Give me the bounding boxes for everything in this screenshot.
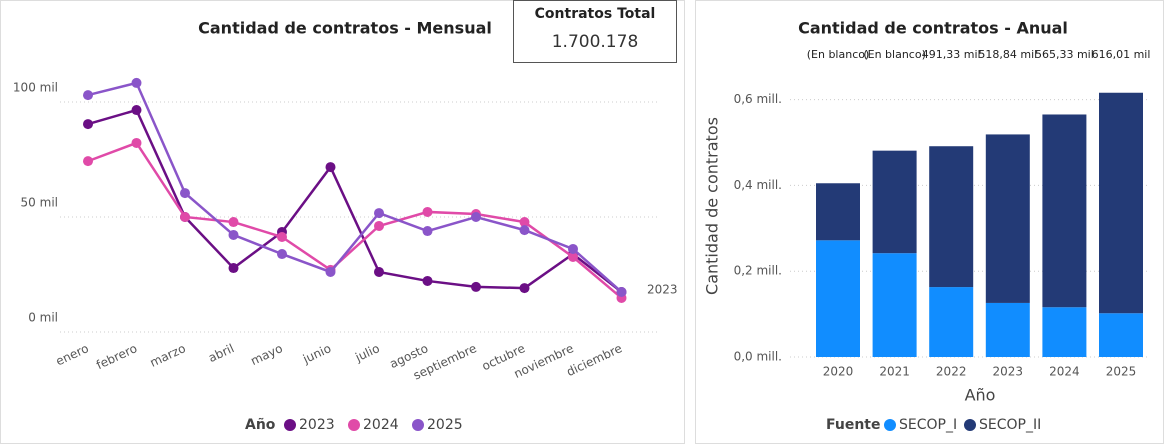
x-tick-label: diciembre xyxy=(564,341,624,379)
card xyxy=(513,0,677,63)
y-tick-label: 100 mil xyxy=(13,81,58,95)
legend-title: Fuente xyxy=(826,417,880,433)
point xyxy=(325,266,336,277)
legend-label: 2024 xyxy=(363,417,399,433)
x-tick-label: 2025 xyxy=(1106,365,1137,379)
point xyxy=(616,286,627,297)
total-label: (En blanco) xyxy=(863,48,926,61)
bar-segment xyxy=(929,287,974,357)
card-value: 1.700.178 xyxy=(552,32,639,52)
x-tick-label: 2024 xyxy=(1049,365,1080,379)
annotation: 2023 xyxy=(647,283,678,297)
total-label: (En blanco) xyxy=(807,48,870,61)
point xyxy=(228,263,239,274)
x-tick-label: 2023 xyxy=(993,365,1024,379)
line xyxy=(87,81,623,293)
point xyxy=(568,252,578,263)
legend-label: SECOP_II xyxy=(979,417,1041,433)
legend-label: 2023 xyxy=(299,417,335,433)
total-label: 616,01 mil xyxy=(1092,48,1151,61)
x-tick-label: 2022 xyxy=(936,365,967,379)
point xyxy=(374,266,384,277)
legend-marker xyxy=(884,419,896,431)
point xyxy=(519,283,530,294)
point xyxy=(325,162,336,173)
x-tick-label: enero xyxy=(54,341,91,368)
x-tick-label: junio xyxy=(300,341,333,366)
point xyxy=(568,243,578,254)
point xyxy=(422,226,433,237)
x-tick-label: julio xyxy=(352,341,381,365)
bar-segment xyxy=(929,146,974,288)
point xyxy=(471,212,481,222)
y-tick-label: 0 mil xyxy=(28,311,58,325)
legend-marker xyxy=(964,419,976,431)
bar-segment xyxy=(1042,114,1087,308)
left-panel xyxy=(0,0,685,444)
point xyxy=(519,225,530,236)
line xyxy=(87,108,623,293)
y-tick-label: 50 mil xyxy=(21,196,58,210)
bar-segment xyxy=(872,253,917,357)
bar-segment xyxy=(1099,313,1143,357)
point xyxy=(374,220,384,231)
y-tick-label: 0,6 mill. xyxy=(734,92,782,106)
chart-title: Cantidad de contratos - Mensual xyxy=(198,19,492,38)
bar-segment xyxy=(985,134,1030,303)
x-tick-label: mayo xyxy=(248,341,284,368)
bar-segment xyxy=(1099,92,1143,314)
bar-segment xyxy=(816,183,860,241)
y-tick-label: 0,4 mill. xyxy=(734,178,782,192)
chart-title: Cantidad de contratos - Anual xyxy=(798,19,1068,38)
x-tick-label: 2020 xyxy=(823,365,854,379)
total-label: 565,33 mil xyxy=(1035,48,1094,61)
point xyxy=(277,232,287,243)
legend-title: Año xyxy=(245,417,276,433)
point xyxy=(228,229,239,240)
y-tick-label: 0,2 mill. xyxy=(734,264,782,278)
card-title: Contratos Total xyxy=(535,6,656,22)
total-label: 491,33 mil xyxy=(922,48,981,61)
point xyxy=(83,90,93,101)
legend-marker xyxy=(348,419,360,431)
bar-segment xyxy=(985,302,1030,357)
point xyxy=(131,105,142,116)
bar-segment xyxy=(816,240,860,357)
legend-label: SECOP_I xyxy=(899,417,957,433)
point xyxy=(422,275,433,286)
total-label: 518,84 mil xyxy=(978,48,1037,61)
point xyxy=(131,77,142,88)
x-tick-label: 2021 xyxy=(879,365,910,379)
legend-marker xyxy=(412,419,424,431)
legend-marker xyxy=(284,419,296,431)
point xyxy=(277,249,287,260)
point xyxy=(471,281,481,292)
point xyxy=(83,156,93,167)
point xyxy=(180,188,190,199)
point xyxy=(519,217,530,228)
point xyxy=(83,119,93,130)
point xyxy=(374,208,384,219)
x-axis-label: Año xyxy=(965,386,996,405)
point xyxy=(228,217,239,228)
x-tick-label: abril xyxy=(206,341,236,365)
bar-segment xyxy=(872,150,917,254)
x-tick-label: febrero xyxy=(94,341,139,372)
bar-segment xyxy=(1042,307,1087,357)
point xyxy=(180,212,190,222)
y-axis-label: Cantidad de contratos xyxy=(703,117,722,295)
legend-label: 2025 xyxy=(427,417,463,433)
point xyxy=(131,137,142,148)
y-tick-label: 0,0 mill. xyxy=(734,350,782,364)
point xyxy=(422,206,433,217)
x-tick-label: marzo xyxy=(148,341,188,370)
line xyxy=(87,141,623,299)
